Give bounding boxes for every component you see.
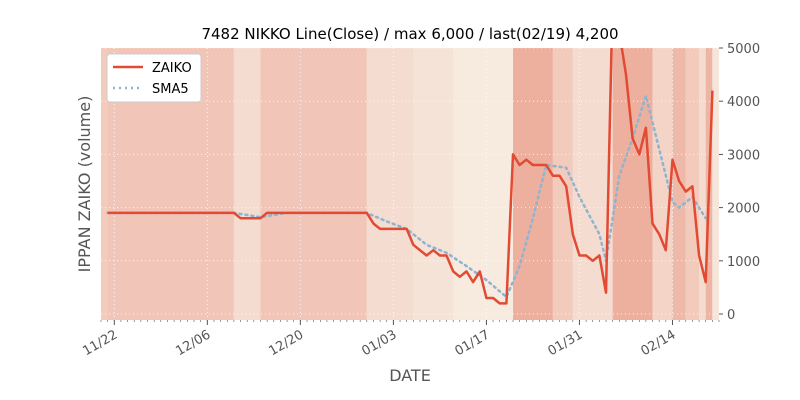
shading-band-5: [413, 48, 454, 320]
x-tick-label: 12/06: [173, 327, 213, 359]
shading-band-10: [612, 48, 653, 320]
shading-band-0: [101, 48, 108, 320]
legend-label-sma5: SMA5: [152, 82, 189, 97]
shading-band-16: [712, 48, 719, 320]
chart-title: 7482 NIKKO Line(Close) / max 6,000 / las…: [201, 25, 618, 43]
x-tick-label: 11/22: [80, 327, 120, 359]
shading-band-2: [233, 48, 261, 320]
y-axis: 0 1000 2000 3000 4000 5000: [719, 42, 760, 323]
y-axis-label: IPPAN ZAIKO (volume): [75, 96, 94, 273]
shading-band-8: [552, 48, 573, 320]
shading-band-7: [513, 48, 553, 320]
x-tick-label: 01/17: [452, 327, 492, 359]
shading-band-11: [652, 48, 673, 320]
shading-bands: [101, 48, 719, 320]
shading-band-4: [366, 48, 414, 320]
series-lines: [106, 48, 714, 305]
x-axis: 11/22 12/06 12/20 01/03 01/17 01/31 02/14: [80, 320, 720, 359]
legend-label-zaiko: ZAIKO: [152, 61, 192, 76]
x-tick-label: 02/14: [639, 327, 679, 359]
x-tick-label: 01/03: [359, 327, 399, 359]
gridlines: [101, 47, 719, 320]
x-axis-label: DATE: [389, 366, 431, 385]
x-tick-label: 12/20: [266, 327, 306, 359]
y-tick-label: 5000: [727, 42, 760, 57]
shading-band-12: [672, 48, 686, 320]
y-tick-label: 0: [727, 308, 735, 323]
shading-band-14: [699, 48, 706, 320]
shading-band-3: [260, 48, 367, 320]
plot-area: [101, 47, 719, 320]
shading-band-13: [685, 48, 700, 320]
y-tick-label: 3000: [727, 148, 760, 163]
y-tick-label: 1000: [727, 255, 760, 270]
shading-band-6: [453, 48, 513, 320]
x-tick-label: 01/31: [546, 327, 586, 359]
y-tick-label: 4000: [727, 95, 760, 110]
y-tick-label: 2000: [727, 202, 760, 217]
series-line-zaiko: [107, 48, 714, 305]
legend: ZAIKO SMA5: [106, 53, 202, 103]
